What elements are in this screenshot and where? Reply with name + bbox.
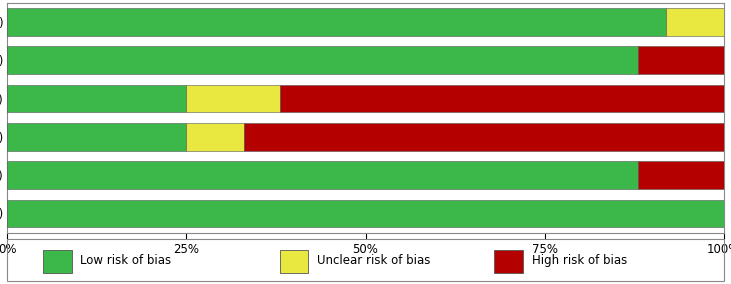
Bar <box>279 250 308 273</box>
Bar <box>7 200 724 227</box>
Bar <box>7 161 637 189</box>
Bar <box>279 85 724 112</box>
Bar <box>43 250 72 273</box>
Bar <box>7 85 186 112</box>
Text: Unclear risk of bias: Unclear risk of bias <box>317 254 430 267</box>
Bar <box>243 123 724 151</box>
Bar <box>494 250 523 273</box>
Text: Low risk of bias: Low risk of bias <box>80 254 172 267</box>
Bar <box>7 47 637 74</box>
Text: High risk of bias: High risk of bias <box>531 254 627 267</box>
Bar <box>637 47 724 74</box>
Bar <box>7 123 186 151</box>
Bar <box>7 8 667 36</box>
Bar <box>186 85 279 112</box>
Bar <box>667 8 724 36</box>
Bar <box>637 161 724 189</box>
Bar <box>186 123 243 151</box>
